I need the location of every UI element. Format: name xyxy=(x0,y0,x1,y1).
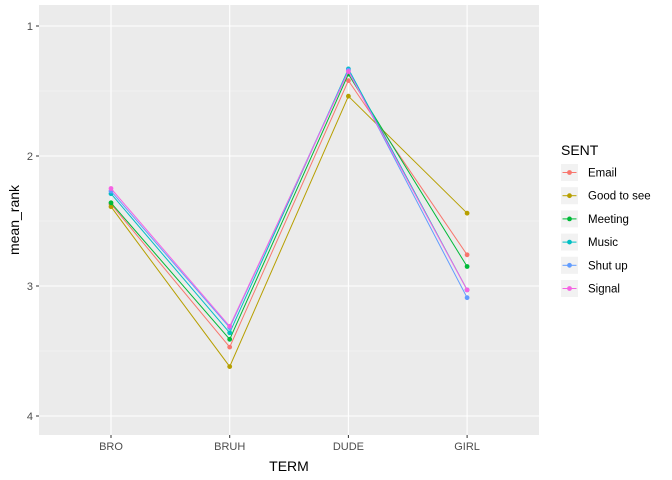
x-tick-label: DUDE xyxy=(333,441,364,453)
legend-key-point-shut-up xyxy=(567,262,572,268)
series-line-music xyxy=(110,67,468,334)
y-tick-label: 3 xyxy=(27,281,33,293)
data-point-email xyxy=(227,344,233,350)
x-tick-label: BRUH xyxy=(214,441,245,453)
data-point-meeting xyxy=(227,336,233,342)
data-point-shut-up xyxy=(464,295,470,301)
legend: SENT Email Good to see Meeting Music Shut up… xyxy=(561,142,651,297)
x-tick-label: BRO xyxy=(99,441,123,453)
legend-key-point-signal xyxy=(567,286,572,291)
series-layer xyxy=(108,66,470,369)
x-tick-label: GIRL xyxy=(454,441,480,453)
data-point-meeting xyxy=(108,200,114,206)
plot-panel-background xyxy=(39,5,539,435)
data-point-good-to-see xyxy=(227,364,233,369)
series-line-meeting xyxy=(110,73,468,341)
data-point-signal xyxy=(108,186,114,191)
legend-title: SENT xyxy=(561,142,599,158)
legend-label-music: Music xyxy=(588,237,618,249)
major-gridlines xyxy=(39,5,539,435)
legend-label-meeting: Meeting xyxy=(588,214,629,226)
data-point-email xyxy=(464,252,470,258)
legend-label-good-to-see: Good to see xyxy=(588,191,651,203)
y-tick-label: 2 xyxy=(27,151,33,163)
data-point-good-to-see xyxy=(108,204,114,210)
data-point-good-to-see xyxy=(464,210,470,216)
legend-key-point-email xyxy=(567,170,572,175)
data-point-signal xyxy=(227,323,233,329)
legend-label-email: Email xyxy=(588,168,617,180)
y-tick-label: 4 xyxy=(27,411,33,423)
legend-label-signal: Signal xyxy=(588,284,620,296)
data-point-signal xyxy=(464,287,470,293)
legend-key-point-meeting xyxy=(567,216,572,222)
x-axis-title: TERM xyxy=(269,458,309,474)
y-axis-title: mean_rank xyxy=(6,184,22,255)
data-point-meeting xyxy=(464,264,470,269)
series-line-signal xyxy=(110,70,468,328)
minor-gridlines xyxy=(39,90,539,352)
data-point-signal xyxy=(346,69,351,74)
series-line-good-to-see xyxy=(110,95,468,368)
data-point-email xyxy=(346,78,351,83)
legend-key-point-good-to-see xyxy=(567,193,572,199)
y-tick-label: 1 xyxy=(27,21,33,33)
legend-label-shut-up: Shut up xyxy=(588,260,628,272)
data-point-good-to-see xyxy=(346,93,351,99)
data-point-music xyxy=(227,330,233,336)
legend-key-point-music xyxy=(567,239,572,245)
axes-layer: 1 2 3 4 BRO BRUH DUDE GIRL xyxy=(27,21,480,453)
series-line-email xyxy=(110,79,468,349)
